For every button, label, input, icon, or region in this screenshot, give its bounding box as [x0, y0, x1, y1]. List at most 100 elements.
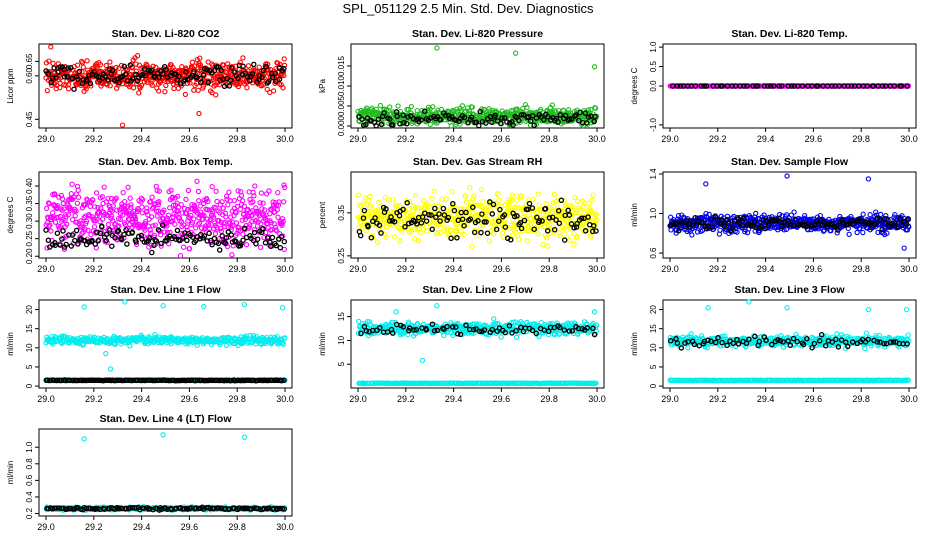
data-point: [590, 223, 597, 229]
data-point: [592, 113, 598, 120]
data-point: [109, 67, 116, 74]
data-point: [516, 117, 522, 124]
data-point: [251, 61, 257, 68]
data-point: [265, 79, 272, 85]
data-point: [264, 80, 271, 86]
data-point: [537, 106, 544, 113]
data-point: [461, 222, 467, 229]
data-point: [182, 77, 188, 83]
data-point: [144, 62, 150, 69]
y-tick-label: 20: [25, 305, 34, 314]
x-tick-label: 29.6: [805, 134, 823, 144]
data-point: [260, 226, 266, 232]
data-point: [545, 113, 551, 120]
data-point: [201, 66, 208, 72]
data-point: [134, 53, 141, 59]
data-point: [68, 243, 75, 249]
data-point: [221, 83, 228, 90]
data-point: [171, 85, 177, 92]
data-point: [213, 92, 219, 98]
x-tick-label: 29.4: [445, 394, 463, 404]
data-point: [374, 239, 381, 245]
data-point: [269, 74, 276, 81]
data-points: [667, 83, 912, 89]
plot-frame: [38, 43, 293, 129]
x-tick-label: 29.6: [493, 134, 511, 144]
data-point: [212, 231, 219, 237]
data-point: [530, 196, 536, 202]
x-tick-label: 29.8: [540, 394, 558, 404]
x-tick-label: 29.2: [397, 264, 415, 274]
data-point-outlier: [901, 245, 907, 251]
data-point: [189, 59, 196, 65]
data-point: [260, 67, 266, 74]
data-point: [567, 237, 573, 243]
data-point: [237, 59, 243, 66]
data-point: [429, 226, 435, 233]
y-tick-label: 10: [25, 343, 34, 352]
data-point: [568, 116, 575, 122]
data-point: [226, 83, 233, 89]
y-tick-label: 0.35: [25, 195, 34, 211]
data-point: [529, 211, 535, 217]
data-point: [391, 234, 398, 240]
x-tick-label: 29.0: [37, 134, 55, 144]
data-point: [149, 249, 155, 256]
x-tick-label: 29.8: [852, 264, 870, 274]
data-point: [244, 85, 250, 91]
x-tick-label: 29.6: [181, 264, 199, 274]
data-point: [281, 65, 287, 72]
x-tick-label: 29.4: [133, 394, 151, 404]
data-point: [508, 237, 514, 243]
data-point: [376, 222, 383, 228]
data-point: [413, 192, 419, 199]
x-tick-label: 29.6: [181, 394, 199, 404]
data-point: [83, 83, 89, 90]
data-point: [571, 241, 577, 247]
data-point: [524, 104, 530, 111]
data-point: [262, 240, 269, 246]
data-point: [57, 242, 63, 248]
data-point: [378, 230, 384, 236]
data-point: [504, 119, 510, 125]
data-point: [400, 112, 406, 118]
y-tick-label: 1.4: [649, 168, 658, 180]
x-tick-label: 29.6: [493, 394, 511, 404]
data-point: [404, 120, 410, 127]
data-point: [105, 221, 112, 228]
data-point: [243, 242, 250, 248]
data-point: [162, 89, 168, 95]
data-point: [429, 195, 435, 201]
data-point: [520, 112, 527, 118]
data-point: [860, 229, 866, 236]
data-point: [75, 194, 82, 200]
data-point: [215, 64, 221, 70]
data-point-outlier: [196, 110, 202, 117]
data-point: [355, 192, 361, 198]
data-point: [437, 117, 444, 123]
data-point: [418, 117, 424, 123]
data-point: [272, 70, 279, 77]
data-point: [183, 196, 189, 203]
data-point: [454, 106, 460, 112]
data-point: [48, 228, 54, 234]
data-point: [233, 220, 240, 226]
data-point: [448, 235, 454, 242]
x-tick-label: 29.0: [349, 134, 367, 144]
data-point: [83, 86, 89, 92]
data-point: [854, 229, 860, 236]
data-point: [277, 244, 284, 251]
x-tick-label: 29.8: [228, 134, 246, 144]
data-point: [469, 243, 475, 249]
data-point: [105, 77, 111, 83]
x-tick-label: 29.4: [445, 264, 463, 274]
data-point: [127, 62, 134, 68]
data-point: [590, 192, 597, 198]
data-point: [450, 200, 456, 207]
data-point: [459, 103, 466, 109]
data-point: [55, 69, 61, 75]
data-point: [104, 231, 110, 237]
data-point: [176, 74, 182, 80]
